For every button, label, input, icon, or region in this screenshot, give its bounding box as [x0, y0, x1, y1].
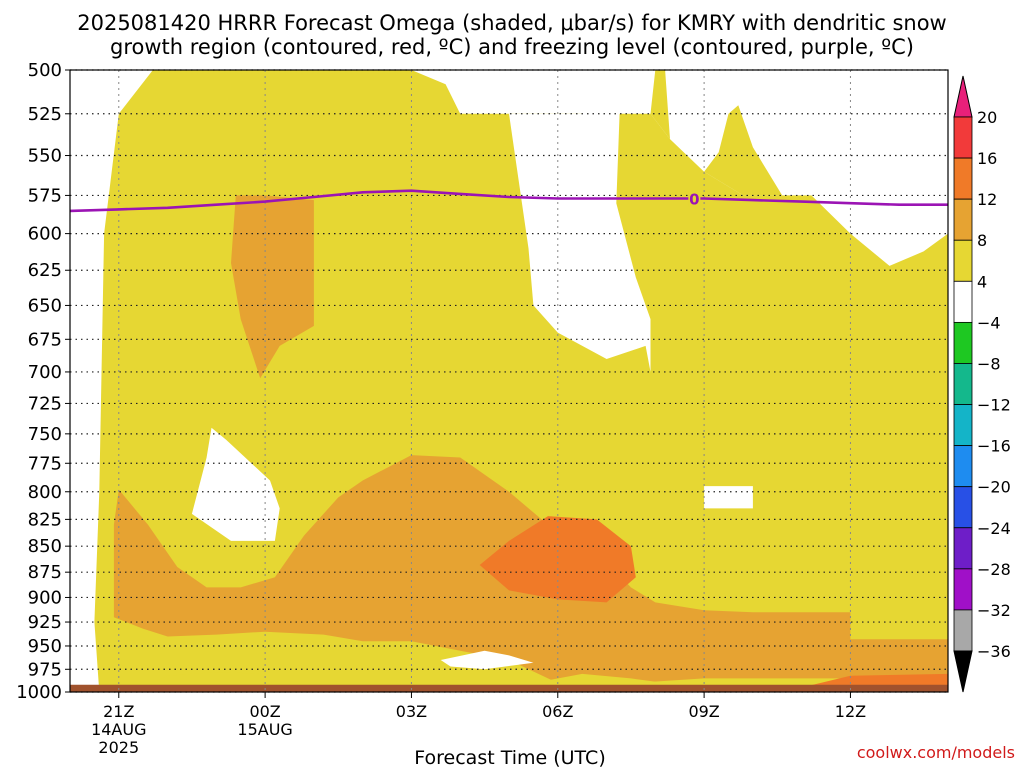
colorbar-label: −36: [977, 642, 1011, 661]
grid-lines: [70, 69, 948, 693]
freezing-level: 0: [69, 189, 948, 213]
colorbar-label: 8: [977, 231, 987, 250]
x-tick-label: 03Z: [396, 702, 427, 721]
y-tick-label: 800: [28, 482, 62, 503]
colorbar-band: [953, 280, 973, 323]
y-tick-label: 775: [28, 453, 62, 474]
omega-region-5: [231, 195, 314, 379]
y-tick-label: 575: [28, 185, 62, 206]
y-tick-label: 1000: [16, 682, 62, 703]
y-tick-label: 525: [28, 104, 62, 125]
colorbar-label: −16: [977, 437, 1011, 456]
colorbar-band: [953, 404, 973, 447]
colorbar-label: 12: [977, 190, 997, 209]
colorbar-label: −32: [977, 601, 1011, 620]
omega-region-2: [318, 70, 948, 266]
omega-region-1: [70, 70, 153, 692]
y-axis-ticks: 500 525 550 575 600 625 650 675 700 725 750 775 800 8…: [16, 60, 70, 703]
omega-region-3: [650, 70, 783, 196]
colorbar-label: 4: [977, 272, 987, 291]
colorbar-tip-top: [953, 75, 973, 118]
y-tick-label: 500: [28, 60, 62, 81]
colorbar-band: [953, 198, 973, 241]
omega-region-10: [440, 650, 534, 670]
colorbar-band: [953, 445, 973, 488]
y-tick-label: 625: [28, 260, 62, 281]
x-tick-label: 15AUG: [237, 720, 292, 739]
plot-frame: [69, 69, 949, 693]
x-tick-label: 21Z: [103, 702, 134, 721]
omega-region-6: [191, 427, 280, 541]
colorbar-band: [953, 239, 973, 282]
freezing-level-label-bg: [688, 190, 701, 207]
omega-region-13: [801, 673, 948, 688]
colorbar-band: [953, 486, 973, 529]
freezing-level-line: [69, 189, 948, 213]
chart-title-line2: growth region (contoured, red, ºC) and f…: [110, 35, 914, 59]
colorbar-label: −24: [977, 519, 1011, 538]
colorbar-label: −8: [977, 354, 1001, 373]
colorbar-label: −28: [977, 560, 1011, 579]
omega-region-14: [70, 684, 948, 692]
y-tick-label: 975: [28, 659, 62, 680]
y-tick-label: 600: [28, 224, 62, 245]
omega-shading: [70, 70, 948, 692]
y-tick-label: 850: [28, 536, 62, 557]
y-tick-label: 700: [28, 362, 62, 383]
freezing-level-label: 0: [689, 191, 699, 209]
x-tick-label: 2025: [98, 738, 139, 757]
chart-title-line1: 2025081420 HRRR Forecast Omega (shaded, …: [77, 11, 947, 35]
x-tick-label: 09Z: [688, 702, 719, 721]
y-tick-label: 950: [28, 636, 62, 657]
omega-region-7: [704, 486, 753, 509]
omega-region-4: [460, 70, 651, 372]
x-tick-label: 12Z: [835, 702, 866, 721]
y-tick-label: 750: [28, 424, 62, 445]
x-axis-label: Forecast Time (UTC): [414, 747, 605, 768]
x-tick-label: 00Z: [249, 702, 280, 721]
colorbar: 20 16 12 8 4 −4 −8 −12 −16 −20 −24 −28 −32 −36: [953, 75, 1011, 693]
colorbar-band: [953, 527, 973, 570]
colorbar-band: [953, 568, 973, 611]
y-tick-label: 725: [28, 393, 62, 414]
colorbar-label: 16: [977, 149, 997, 168]
omega-region-12: [479, 516, 636, 603]
x-tick-label: 06Z: [542, 702, 573, 721]
y-tick-label: 900: [28, 587, 62, 608]
y-tick-label: 875: [28, 562, 62, 583]
colorbar-label: 20: [977, 108, 997, 127]
colorbar-band: [953, 363, 973, 405]
colorbar-band: [953, 157, 973, 200]
colorbar-label: −20: [977, 478, 1011, 497]
colorbar-tip-bottom: [953, 650, 973, 693]
colorbar-label: −12: [977, 396, 1011, 415]
y-tick-label: 925: [28, 612, 62, 633]
colorbar-band: [953, 321, 973, 364]
x-tick-label: 14AUG: [91, 720, 146, 739]
y-tick-label: 650: [28, 295, 62, 316]
colorbar-label: −4: [977, 313, 1001, 332]
y-tick-label: 675: [28, 329, 62, 350]
y-tick-label: 825: [28, 509, 62, 530]
y-tick-label: 550: [28, 146, 62, 167]
colorbar-band: [953, 116, 973, 159]
credit-text: coolwx.com/models: [857, 743, 1015, 762]
colorbar-band: [953, 609, 973, 652]
